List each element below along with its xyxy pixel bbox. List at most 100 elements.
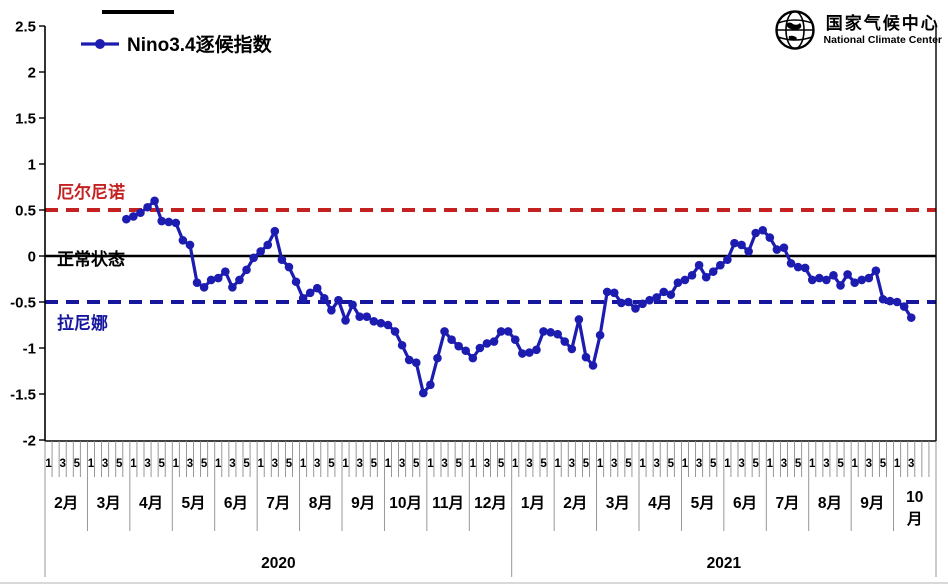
y-axis-tick-label: 0 xyxy=(28,249,36,266)
data-point xyxy=(624,297,633,307)
data-point xyxy=(284,262,294,272)
data-point xyxy=(475,343,485,353)
data-point xyxy=(433,353,442,363)
month-label: 1月 xyxy=(521,494,545,512)
data-point xyxy=(560,337,570,346)
pentad-tick-label: 5 xyxy=(668,458,675,470)
pentad-tick-label: 5 xyxy=(371,458,378,470)
normal-state-label: 正常状态 xyxy=(57,250,125,269)
data-point xyxy=(631,304,640,313)
pentad-tick-label: 3 xyxy=(356,458,362,470)
data-point xyxy=(334,295,343,305)
ncc-title-cn: 国家气候中心 xyxy=(825,13,940,33)
data-point xyxy=(673,278,683,287)
data-point xyxy=(765,233,775,242)
pentad-tick-label: 1 xyxy=(257,458,264,470)
data-point xyxy=(899,302,909,311)
data-point xyxy=(786,259,796,268)
pentad-tick-label: 5 xyxy=(74,458,81,470)
pentad-tick-label: 1 xyxy=(682,458,689,470)
data-point xyxy=(638,299,647,309)
data-point xyxy=(213,273,223,283)
pentad-tick-label: 5 xyxy=(880,458,887,470)
month-label: 7月 xyxy=(266,494,290,512)
data-point xyxy=(390,327,400,336)
data-point xyxy=(298,294,308,303)
data-point xyxy=(807,275,817,285)
data-point xyxy=(376,318,386,328)
data-point xyxy=(355,312,364,322)
globe-icon xyxy=(774,10,815,50)
data-point xyxy=(291,277,301,287)
y-axis-tick-label: 2 xyxy=(28,65,36,82)
pentad-tick-label: 5 xyxy=(201,458,208,470)
bottom-border xyxy=(0,582,948,584)
data-point xyxy=(539,327,548,336)
month-label: 7月 xyxy=(775,494,799,512)
pentad-tick-label: 3 xyxy=(823,458,829,470)
pentad-tick-label: 3 xyxy=(611,458,617,470)
pentad-tick-label: 1 xyxy=(639,458,646,470)
pentad-tick-label: 5 xyxy=(328,458,335,470)
data-point xyxy=(362,312,372,322)
pentad-tick-label: 3 xyxy=(908,458,914,470)
data-point xyxy=(864,273,874,283)
pentad-tick-label: 1 xyxy=(215,458,222,470)
data-point xyxy=(454,341,463,351)
top-border-fragment xyxy=(102,10,174,14)
data-point xyxy=(723,255,732,264)
month-label: 9月 xyxy=(351,494,375,512)
pentad-tick-label: 1 xyxy=(342,458,349,470)
data-point xyxy=(518,349,527,358)
pentad-tick-label: 5 xyxy=(710,458,717,470)
pentad-tick-label: 1 xyxy=(809,458,816,470)
month-label: 10月 xyxy=(389,494,422,512)
data-point xyxy=(744,247,753,256)
y-axis-tick-label: 1 xyxy=(28,157,36,174)
data-point xyxy=(482,339,492,348)
data-point xyxy=(680,275,690,285)
month-label: 9月 xyxy=(860,494,884,512)
data-point xyxy=(369,317,379,326)
pentad-tick-label: 5 xyxy=(625,458,632,470)
data-point xyxy=(129,212,138,221)
pentad-tick-label: 5 xyxy=(455,458,462,470)
data-point xyxy=(800,263,810,273)
data-point xyxy=(822,275,831,285)
data-point xyxy=(440,327,449,336)
data-point xyxy=(892,297,902,307)
data-point xyxy=(737,240,746,250)
data-point xyxy=(447,335,456,345)
data-point xyxy=(701,272,711,282)
data-point xyxy=(411,358,421,368)
data-point xyxy=(503,327,513,336)
pentad-tick-label: 5 xyxy=(413,458,420,470)
data-point xyxy=(751,228,760,238)
pentad-tick-label: 3 xyxy=(526,458,532,470)
data-point xyxy=(397,340,407,350)
month-label: 4月 xyxy=(648,494,672,512)
legend-line-marker-icon xyxy=(81,38,119,49)
month-label: 11月 xyxy=(432,494,464,512)
month-label: 4月 xyxy=(139,494,163,512)
data-point xyxy=(758,225,768,235)
data-point xyxy=(150,196,159,206)
month-label: 6月 xyxy=(733,494,757,512)
data-point xyxy=(609,288,619,298)
pentad-tick-label: 5 xyxy=(540,458,547,470)
year-label: 2020 xyxy=(261,555,295,572)
data-point xyxy=(143,202,152,212)
pentad-tick-label: 1 xyxy=(130,458,137,470)
data-point xyxy=(419,388,428,398)
data-point xyxy=(829,271,838,280)
data-point xyxy=(383,320,393,330)
pentad-tick-label: 1 xyxy=(45,458,52,470)
data-point xyxy=(185,240,195,250)
pentad-tick-label: 5 xyxy=(837,458,844,470)
data-point xyxy=(348,300,357,310)
pentad-tick-label: 3 xyxy=(59,458,65,470)
data-point xyxy=(836,281,845,290)
month-label: 3月 xyxy=(606,494,630,512)
data-point xyxy=(730,238,739,248)
data-point xyxy=(468,353,478,363)
